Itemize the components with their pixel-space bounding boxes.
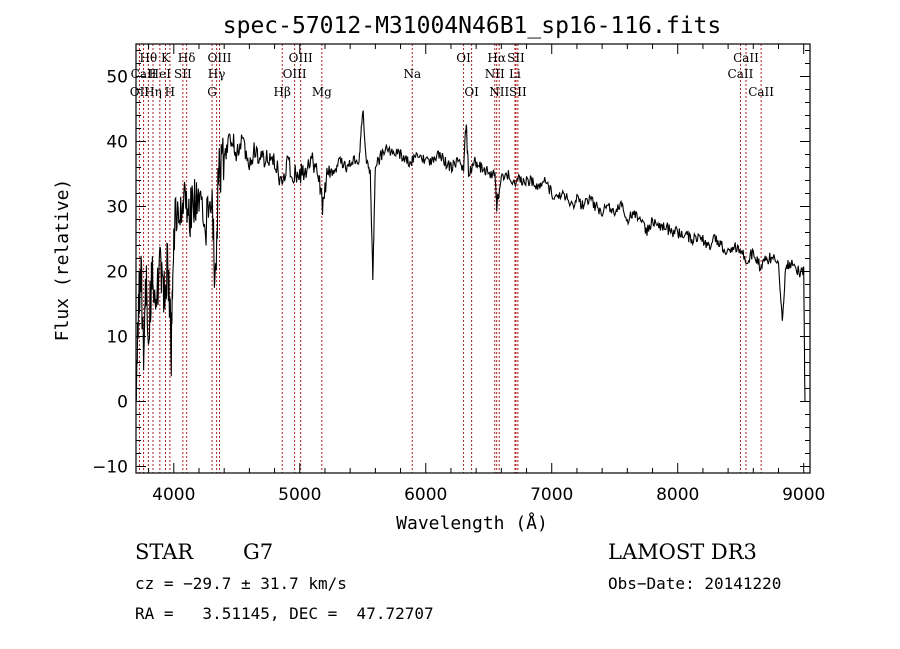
x-tick-label: 6000 [404,485,447,505]
line-marker-label: OIII [207,51,231,65]
line-marker-label: Hδ [178,51,196,65]
axis-ticks: 4000 5000 6000 7000 8000 9000 −10 0 10 20 30 40 50 [92,44,825,505]
x-tick-label: 8000 [656,485,699,505]
line-marker-label: Hθ [139,51,157,65]
line-marker-label: Hη [144,85,162,99]
observation-date: Obs−Date: 20141220 [608,574,781,593]
line-marker-label: SII [174,67,192,81]
line-marker-label: OII [130,85,150,99]
line-marker-label: OI [464,85,479,99]
line-marker-label: Mg [312,85,332,99]
y-tick-label: 20 [106,263,128,283]
y-tick-label: 30 [106,198,128,218]
chart-title: spec-57012-M31004N46B1_sp16-116.fits [223,13,722,39]
line-marker-label: CaII [733,51,759,65]
line-marker-label: G [207,85,217,99]
line-marker-label: Hγ [208,67,226,81]
x-tick-label: 5000 [278,485,321,505]
line-marker-label: Hα [487,51,506,65]
y-tick-label: 50 [106,68,128,88]
line-marker-labels: OII Hθ CaII Hη K HeI H SII Hδ OIII Hγ G Hβ OIII OIII Mg… [130,51,775,99]
line-marker-label: K [161,51,171,65]
line-marker-label: NII [485,67,505,81]
plot-frame [135,43,811,474]
x-tick-label: 4000 [152,485,195,505]
line-marker-label: OIII [289,51,313,65]
x-tick-label: 9000 [782,485,825,505]
line-marker-label: Li [509,67,521,81]
line-marker-label: HeI [149,67,172,81]
line-marker-label: SII [507,51,525,65]
line-marker-label: Hβ [274,85,291,99]
line-marker-label: OI [456,51,471,65]
y-axis-label: Flux (relative) [52,179,73,342]
y-tick-label: −10 [92,458,128,478]
line-marker-label: H [165,85,175,99]
object-class: STAR [135,540,194,564]
line-marker-label: OIII [283,67,307,81]
y-tick-label: 40 [106,133,128,153]
redshift-velocity: cz = −29.7 ± 31.7 km/s [135,574,347,593]
coordinates: RA = 3.51145, DEC = 47.72707 [135,604,434,623]
line-marker-label: Na [403,67,421,81]
y-tick-label: 10 [106,328,128,348]
x-tick-label: 7000 [530,485,573,505]
spectrum-series [135,110,806,402]
spectrum-line [135,110,806,402]
line-marker-label: SII [509,85,527,99]
line-marker-label: CaII [131,67,157,81]
line-markers [138,44,762,473]
survey-release: LAMOST DR3 [608,540,757,564]
y-tick-label: 0 [117,393,128,413]
object-subclass: G7 [243,540,273,564]
line-marker-label: NII [489,85,509,99]
line-marker-label: CaII [748,85,774,99]
x-axis-label: Wavelength (Å) [396,512,548,534]
line-marker-label: CaII [728,67,754,81]
